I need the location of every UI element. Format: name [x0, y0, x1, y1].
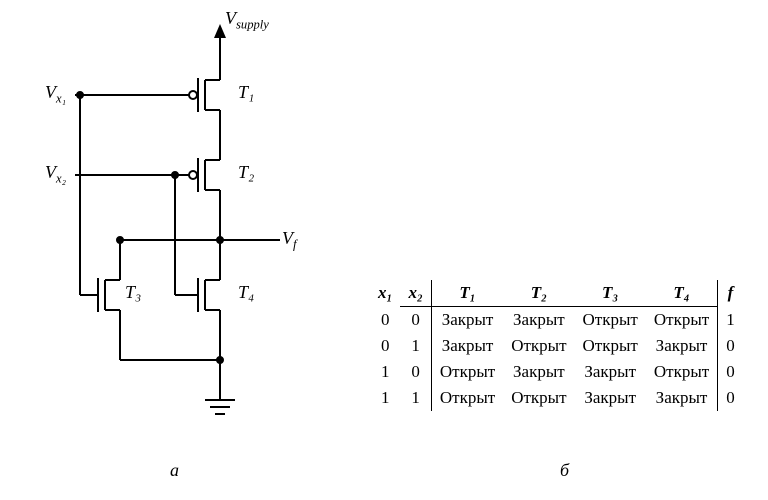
- vf-label: Vf: [282, 228, 297, 253]
- col-t3: T₃: [575, 280, 646, 307]
- circuit-diagram: Vsupply Vx₁ Vx₂ Vf T₁ T₂ T₃ T₄: [20, 10, 340, 460]
- col-t1: T₁: [431, 280, 503, 307]
- col-f: f: [718, 280, 743, 307]
- table-row: 10ОткрытЗакрытЗакрытОткрыт0: [370, 359, 743, 385]
- t1-label: T₁: [238, 82, 254, 103]
- truth-table: x₁ x₂ T₁ T₂ T₃ T₄ f 00ЗакрытЗакрытОткрыт…: [370, 280, 743, 411]
- col-x1: x₁: [370, 280, 400, 307]
- col-t2: T₂: [503, 280, 574, 307]
- figlabel-b: б: [560, 460, 569, 481]
- t3-label: T₃: [125, 282, 141, 303]
- t4-label: T₄: [238, 282, 254, 303]
- vx2-label: Vx₂: [45, 162, 66, 187]
- figlabel-a: а: [170, 460, 179, 481]
- vsupply-label: Vsupply: [225, 8, 269, 33]
- col-t4: T₄: [646, 280, 718, 307]
- col-x2: x₂: [400, 280, 431, 307]
- table-row: 01ЗакрытОткрытОткрытЗакрыт0: [370, 333, 743, 359]
- table-header-row: x₁ x₂ T₁ T₂ T₃ T₄ f: [370, 280, 743, 307]
- t2-label: T₂: [238, 162, 254, 183]
- table-row: 00ЗакрытЗакрытОткрытОткрыт1: [370, 307, 743, 334]
- truth-table-region: x₁ x₂ T₁ T₂ T₃ T₄ f 00ЗакрытЗакрытОткрыт…: [370, 280, 750, 411]
- table-row: 11ОткрытОткрытЗакрытЗакрыт0: [370, 385, 743, 411]
- vx1-label: Vx₁: [45, 82, 66, 107]
